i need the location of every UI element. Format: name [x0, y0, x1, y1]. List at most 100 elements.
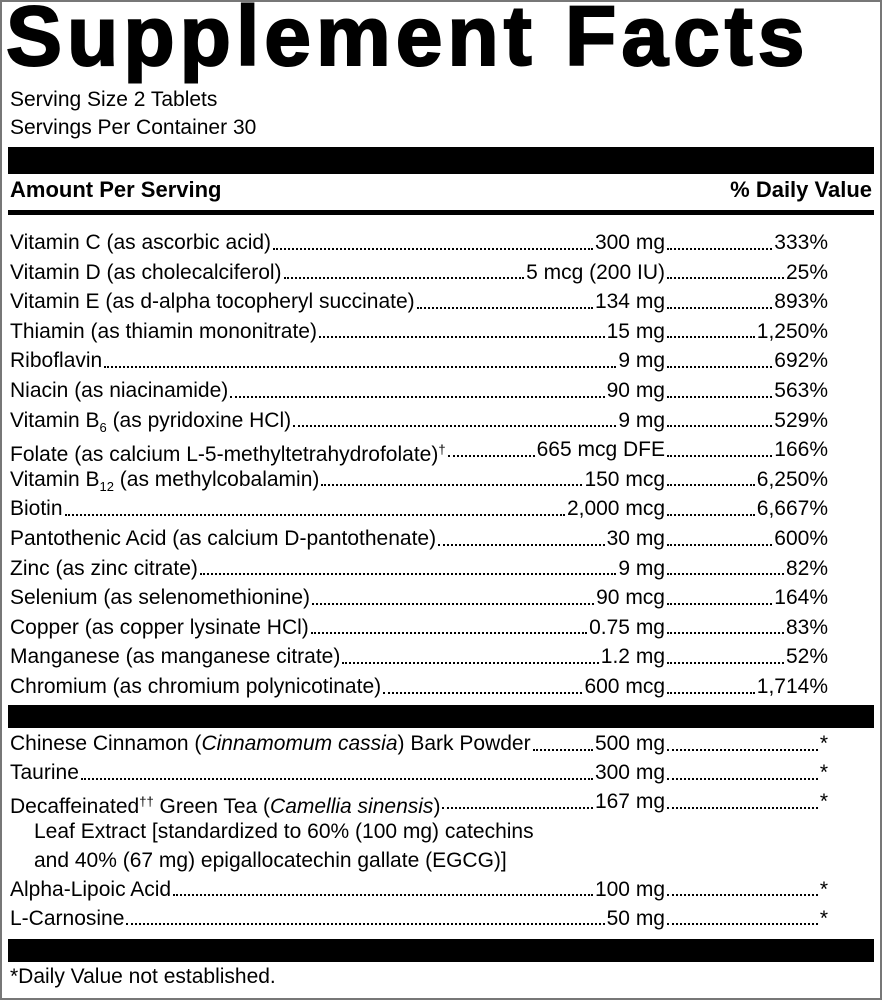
- leader: [532, 729, 593, 751]
- name-part: Green Tea (: [153, 795, 271, 819]
- name-part: Vitamin E (as d-alpha tocopheryl succina…: [10, 290, 415, 314]
- divider-line: [8, 210, 874, 215]
- leader: [667, 613, 784, 635]
- nutrient-row: Selenium (as selenomethionine) 90 mcg 164%: [10, 583, 828, 613]
- amount: 9 mg: [618, 349, 665, 373]
- name-part: Vitamin D (as cholecalciferol): [10, 260, 282, 284]
- nutrient-name: Decaffeinated†† Green Tea (Camellia sine…: [10, 787, 440, 819]
- daily-value: 563%: [774, 379, 828, 402]
- nutrient-name: Zinc (as zinc citrate): [10, 554, 198, 584]
- daily-value-cell: *: [665, 904, 828, 934]
- leader: [667, 758, 818, 780]
- nutrient-row: Manganese (as manganese citrate) 1.2 mg 52…: [10, 642, 828, 672]
- nutrient-row: Chinese Cinnamon (Cinnamomum cassia) Bar…: [10, 729, 828, 759]
- leader: [173, 875, 593, 897]
- name-part: Vitamin B: [10, 408, 100, 432]
- daily-value: 600%: [774, 527, 828, 550]
- leader: [667, 875, 818, 897]
- nutrient-row: Vitamin D (as cholecalciferol) 5 mcg (200…: [10, 258, 828, 288]
- leader: [447, 435, 535, 457]
- leader: [667, 672, 755, 694]
- leader: [64, 494, 565, 516]
- amount: 50 mg: [606, 906, 665, 930]
- nutrient-row: Vitamin B6 (as pyridoxine HCl) 9 mg 529%: [10, 406, 828, 436]
- nutrient-row: Decaffeinated†† Green Tea (Camellia sine…: [10, 787, 828, 819]
- amount-header: Amount Per Serving: [10, 177, 222, 202]
- name-part: Manganese (as manganese citrate): [10, 645, 341, 669]
- leader: [667, 494, 755, 516]
- name-part: Vitamin C (as ascorbic acid): [10, 231, 272, 254]
- nutrient-name: Niacin (as niacinamide): [10, 376, 228, 406]
- nutrient-name: L-Carnosine: [10, 904, 124, 934]
- nutrient-row: Vitamin E (as d-alpha tocopheryl succina…: [10, 287, 828, 317]
- leader: [667, 642, 784, 664]
- name-continuation: Leaf Extract [standardized to 60% (100 m…: [34, 819, 534, 843]
- name-part: ) Bark Powder: [397, 732, 531, 755]
- nutrient-name: Vitamin D (as cholecalciferol): [10, 258, 282, 288]
- divider-bar: [8, 147, 874, 174]
- name-part: (as methylcobalamin): [113, 467, 320, 491]
- name-part: Biotin: [10, 497, 63, 521]
- leader: [667, 376, 773, 398]
- name-part: Niacin (as niacinamide): [10, 379, 229, 402]
- leader: [667, 554, 784, 576]
- daily-value: 166%: [774, 438, 828, 462]
- daily-value-cell: *: [665, 758, 828, 788]
- nutrient-name: Manganese (as manganese citrate): [10, 642, 340, 672]
- daily-value: 1,714%: [756, 675, 828, 698]
- daily-value: 6,250%: [756, 467, 828, 491]
- nutrient-name: Chromium (as chromium polynicotinate): [10, 672, 381, 702]
- daily-value: 83%: [785, 615, 828, 639]
- name-amount: Thiamin (as thiamin mononitrate) 15 mg: [10, 317, 665, 347]
- daily-value: *: [819, 761, 828, 785]
- nutrient-name: Folate (as calcium L-5-methyltetrahydrof…: [10, 435, 446, 466]
- name-amount: Riboflavin 9 mg: [10, 346, 665, 376]
- name-amount: Biotin 2,000 mcg: [10, 494, 665, 524]
- leader: [667, 346, 773, 368]
- name-part: Camellia sinensis: [270, 795, 434, 819]
- leader: [667, 228, 773, 250]
- name-amount: Niacin (as niacinamide) 90 mg: [10, 376, 665, 406]
- daily-value: 164%: [774, 586, 828, 610]
- amount: 9 mg: [618, 556, 665, 580]
- name-part: Taurine: [10, 761, 79, 785]
- name-part: 12: [99, 478, 114, 494]
- leader: [230, 376, 605, 398]
- leader: [383, 672, 583, 694]
- nutrient-row: Alpha-Lipoic Acid 100 mg *: [10, 875, 828, 905]
- nutrient-row: Thiamin (as thiamin mononitrate) 15 mg 1,2…: [10, 317, 828, 347]
- name-part: Selenium (as selenomethionine): [10, 586, 310, 610]
- nutrient-row: Riboflavin 9 mg 692%: [10, 346, 828, 376]
- name-part: Chromium (as chromium polynicotinate): [10, 675, 382, 698]
- nutrient-row: Folate (as calcium L-5-methyltetrahydrof…: [10, 435, 828, 466]
- daily-value-cell: 25%: [665, 258, 828, 288]
- divider-bar: [8, 939, 874, 962]
- amount: 167 mg: [594, 790, 665, 814]
- amount: 100 mg: [594, 877, 665, 901]
- leader: [667, 258, 784, 280]
- name-amount: Decaffeinated†† Green Tea (Camellia sine…: [10, 787, 665, 819]
- daily-value-cell: 529%: [665, 406, 828, 436]
- leader: [312, 583, 595, 605]
- amount: 300 mg: [594, 761, 665, 785]
- daily-value-cell: 1,250%: [665, 317, 828, 347]
- daily-value: *: [819, 906, 828, 930]
- daily-value: 52%: [785, 645, 828, 669]
- daily-value: *: [819, 877, 828, 901]
- daily-value-cell: 164%: [665, 583, 828, 613]
- nutrient-row: Copper (as copper lysinate HCl) 0.75 mg 83…: [10, 613, 828, 643]
- name-part: L-Carnosine: [10, 906, 125, 930]
- nutrient-row: Pantothenic Acid (as calcium D-pantothen…: [10, 524, 828, 554]
- leader: [442, 787, 593, 809]
- leader: [342, 642, 599, 664]
- daily-value: 6,667%: [756, 497, 828, 521]
- name-part: (as pyridoxine HCl): [106, 408, 292, 432]
- name-continuation: and 40% (67 mg) epigallocatechin gallate…: [34, 849, 507, 873]
- leader: [199, 554, 617, 576]
- amount: 665 mcg DFE: [536, 438, 665, 462]
- name-amount: Manganese (as manganese citrate) 1.2 mg: [10, 642, 665, 672]
- daily-value: *: [819, 732, 828, 755]
- daily-value-cell: *: [665, 787, 828, 817]
- amount: 15 mg: [606, 319, 665, 343]
- name-amount: Chinese Cinnamon (Cinnamomum cassia) Bar…: [10, 729, 665, 759]
